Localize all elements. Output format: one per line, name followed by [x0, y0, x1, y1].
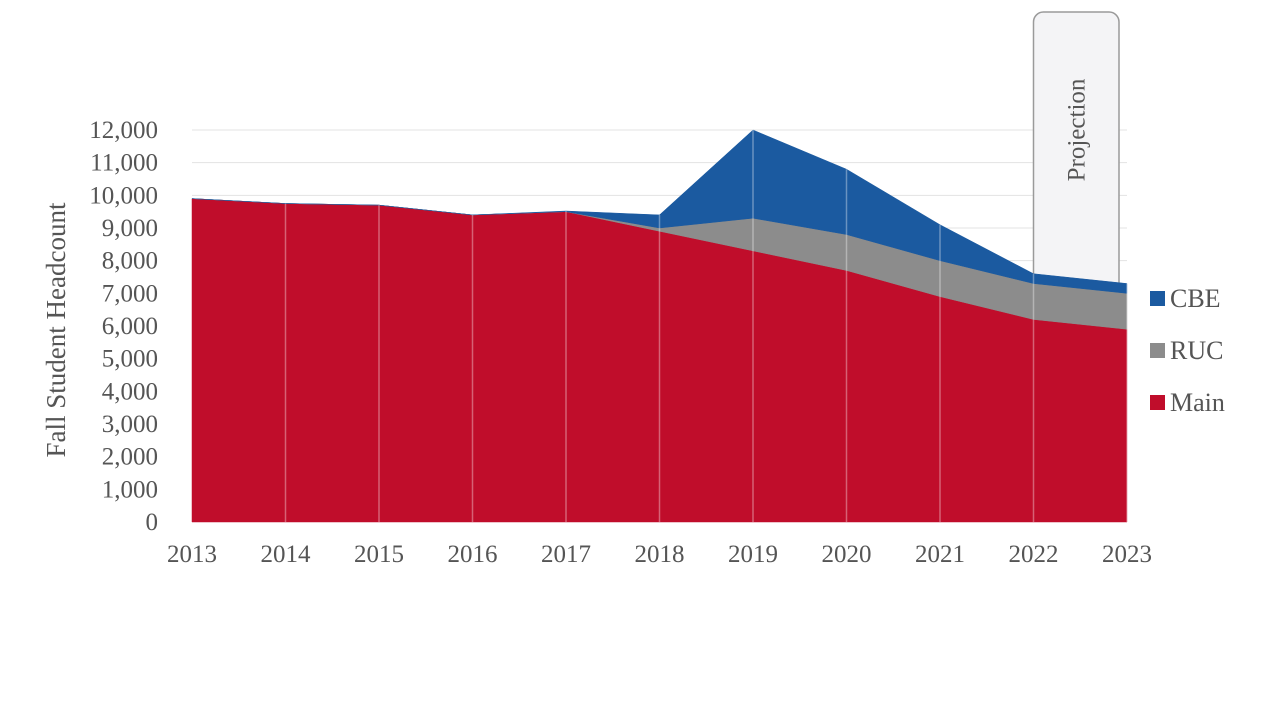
legend-item-ruc: RUC [1150, 336, 1223, 365]
projection-label: Projection [1063, 78, 1090, 181]
y-axis-title: Fall Student Headcount [41, 202, 71, 457]
x-tick-label: 2013 [167, 541, 217, 568]
legend: CBE RUC Main [1150, 284, 1225, 417]
y-tick-label: 0 [146, 509, 159, 536]
legend-item-cbe: CBE [1150, 284, 1221, 313]
y-tick-label: 2,000 [102, 444, 158, 471]
y-tick-label: 10,000 [89, 182, 158, 209]
x-axis-ticks: 2013 2014 2015 2016 2017 2018 2019 2020 2021 2022… [167, 541, 1152, 568]
y-tick-label: 11,000 [90, 150, 158, 177]
x-tick-label: 2020 [822, 541, 872, 568]
x-tick-label: 2019 [728, 541, 778, 568]
x-tick-label: 2015 [354, 541, 404, 568]
legend-label: Main [1170, 388, 1225, 417]
stacked-areas [191, 129, 1128, 523]
y-tick-label: 3,000 [102, 411, 158, 438]
y-tick-label: 5,000 [102, 346, 158, 373]
legend-item-main: Main [1150, 388, 1225, 417]
y-tick-label: 7,000 [102, 280, 158, 307]
area-cbe [191, 129, 1128, 294]
legend-swatch [1150, 291, 1165, 306]
category-dividers [284, 130, 1128, 522]
x-tick-label: 2022 [1009, 541, 1059, 568]
legend-label: RUC [1170, 336, 1223, 365]
legend-swatch [1150, 395, 1165, 410]
y-axis-ticks: 0 1,000 2,000 3,000 4,000 5,000 6,000 7,000 8,00… [89, 117, 158, 536]
x-tick-label: 2021 [915, 541, 965, 568]
x-tick-label: 2017 [541, 541, 591, 568]
y-tick-label: 9,000 [102, 215, 158, 242]
x-tick-label: 2014 [261, 541, 312, 568]
y-tick-label: 12,000 [89, 117, 158, 144]
y-tick-label: 6,000 [102, 313, 158, 340]
y-tick-label: 1,000 [102, 476, 158, 503]
y-tick-label: 8,000 [102, 248, 158, 275]
x-tick-label: 2016 [448, 541, 498, 568]
y-tick-label: 4,000 [102, 378, 158, 405]
legend-label: CBE [1170, 284, 1221, 313]
x-tick-label: 2023 [1102, 541, 1152, 568]
x-tick-label: 2018 [635, 541, 685, 568]
legend-swatch [1150, 343, 1165, 358]
